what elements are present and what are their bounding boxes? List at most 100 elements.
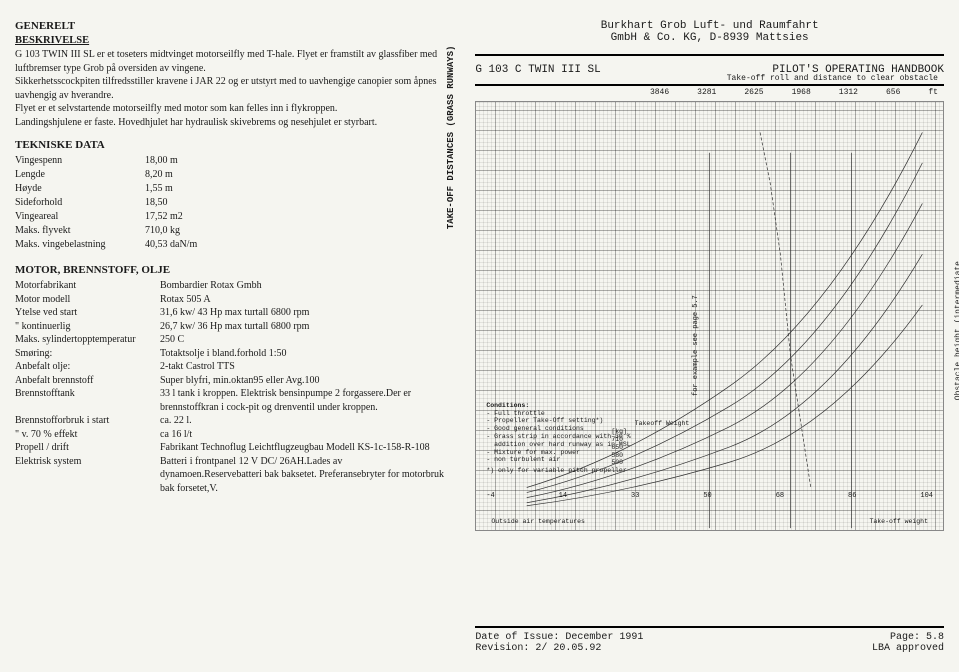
model-name: G 103 C TWIN III SL: [475, 64, 600, 76]
data-value: 8,20 m: [145, 168, 445, 182]
data-label: Lengde: [15, 168, 145, 182]
chart-right-label: Obstacle height (intermediate heights no…: [954, 261, 959, 400]
motor-row: Maks. sylindertopptemperatur250 C: [15, 333, 445, 347]
data-value: 1,55 m: [145, 182, 445, 196]
motor-row: Elektrisk systemBatteri i frontpanel 12 …: [15, 455, 445, 496]
issue-date: Date of Issue: December 1991: [475, 632, 643, 643]
motor-label: Elektrisk system: [15, 455, 160, 496]
divider-footer: [475, 626, 944, 628]
chart-bottom-axis: -41433506886104: [486, 492, 933, 500]
motor-label: " v. 70 % effekt: [15, 428, 160, 442]
motor-value: ca 16 l/t: [160, 428, 445, 442]
motor-label: Brennstofforbruk i start: [15, 414, 160, 428]
generelt-title: GENERELT: [15, 20, 445, 32]
chart-top-label: 1312: [839, 88, 858, 97]
bottom-axis-label: Outside air temperatures: [491, 518, 585, 525]
divider-top: [475, 54, 944, 56]
chart-weight-col: Takeoff Weight [kg] 710 650 580 500: [611, 413, 689, 475]
motor-label: Motor modell: [15, 293, 160, 307]
divider-mid: [475, 84, 944, 86]
chart-top-labels: 3846 3281 2625 1968 1312 656 ft: [650, 88, 938, 97]
bottom-scale-val: 14: [559, 492, 567, 500]
tekniske-row: Vingeareal17,52 m2: [15, 210, 445, 224]
motor-label: Motorfabrikant: [15, 279, 160, 293]
motor-row: " v. 70 % effektca 16 l/t: [15, 428, 445, 442]
conditions-title: Conditions:: [486, 402, 630, 410]
motor-label: Brennstofftank: [15, 387, 160, 414]
bottom-scale-val: 50: [703, 492, 711, 500]
bottom-scale-val: -4: [486, 492, 494, 500]
takeoff-chart: Take-off roll and distance to clear obst…: [475, 101, 944, 531]
motor-row: Brennstofftank33 l tank i kroppen. Elekt…: [15, 387, 445, 414]
motor-value: Totaktsolje i bland.forhold 1:50: [160, 347, 445, 361]
data-label: Maks. vingebelastning: [15, 238, 145, 252]
chart-top-label: ft: [928, 88, 938, 97]
data-value: 18,50: [145, 196, 445, 210]
motor-row: Anbefalt brennstoffSuper blyfri, min.okt…: [15, 374, 445, 388]
data-value: 17,52 m2: [145, 210, 445, 224]
motor-row: Brennstofforbruk i startca. 22 l.: [15, 414, 445, 428]
motor-row: " kontinuerlig26,7 kw/ 36 Hp max turtall…: [15, 320, 445, 334]
tekniske-row: Maks. flyvekt710,0 kg: [15, 224, 445, 238]
motor-title: MOTOR, BRENNSTOFF, OLJE: [15, 264, 445, 276]
takeoff-label: Take-off weight: [869, 518, 928, 525]
tekniske-row: Vingespenn18,00 m: [15, 154, 445, 168]
motor-row: MotorfabrikantBombardier Rotax Gmbh: [15, 279, 445, 293]
motor-value: 250 C: [160, 333, 445, 347]
tekniske-section: TEKNISKE DATA Vingespenn18,00 mLengde8,2…: [15, 139, 445, 252]
approved: LBA approved: [872, 643, 944, 654]
motor-value: Super blyfri, min.oktan95 eller Avg.100: [160, 374, 445, 388]
chart-top-label: 3281: [697, 88, 716, 97]
motor-value: Bombardier Rotax Gmbh: [160, 279, 445, 293]
revision: Revision: 2/ 20.05.92: [475, 643, 601, 654]
right-page: Burkhart Grob Luft- und Raumfahrt GmbH &…: [460, 0, 959, 672]
motor-row: Anbefalt olje:2-takt Castrol TTS: [15, 360, 445, 374]
chart-top-label: 1968: [792, 88, 811, 97]
header-right: Burkhart Grob Luft- und Raumfahrt GmbH &…: [475, 20, 944, 44]
data-label: Høyde: [15, 182, 145, 196]
tekniske-row: Høyde1,55 m: [15, 182, 445, 196]
motor-section: MOTOR, BRENNSTOFF, OLJE MotorfabrikantBo…: [15, 264, 445, 495]
chart-top-caption: Take-off roll and distance to clear obst…: [727, 74, 938, 83]
motor-label: Anbefalt brennstoff: [15, 374, 160, 388]
header-line2: GmbH & Co. KG, D-8939 Mattsies: [475, 32, 944, 44]
chart-conditions: Conditions: - Full throttle - Propeller …: [486, 402, 630, 475]
data-value: 40,53 daN/m: [145, 238, 445, 252]
data-label: Maks. flyvekt: [15, 224, 145, 238]
chart-left-title: TAKE-OFF DISTANCES (GRASS RUNWAYS): [446, 46, 456, 230]
bottom-scale-val: 104: [920, 492, 933, 500]
bottom-scale-val: 68: [776, 492, 784, 500]
bottom-scale-val: 86: [848, 492, 856, 500]
motor-row: Smøring:Totaktsolje i bland.forhold 1:50: [15, 347, 445, 361]
chart-top-label: 3846: [650, 88, 669, 97]
motor-value: 33 l tank i kroppen. Elektrisk bensinpum…: [160, 387, 445, 414]
motor-value: 31,6 kw/ 43 Hp max turtall 6800 rpm: [160, 306, 445, 320]
motor-value: Fabrikant Technoflug Leichtflugzeugbau M…: [160, 441, 445, 455]
chart-bottom-label: Outside air temperatures Take-off weight: [491, 518, 928, 525]
beskrivelse-title: BESKRIVELSE: [15, 35, 445, 46]
motor-label: Maks. sylindertopptemperatur: [15, 333, 160, 347]
chart-top-label: 656: [886, 88, 900, 97]
data-label: Vingespenn: [15, 154, 145, 168]
motor-value: Batteri i frontpanel 12 V DC/ 26AH.Lades…: [160, 455, 445, 496]
tekniske-row: Lengde8,20 m: [15, 168, 445, 182]
motor-label: Ytelse ved start: [15, 306, 160, 320]
weight-col-text: Takeoff Weight [kg] 710 650 580 500: [611, 420, 689, 466]
tekniske-row: Sideforhold18,50: [15, 196, 445, 210]
motor-value: 2-takt Castrol TTS: [160, 360, 445, 374]
tekniske-row: Maks. vingebelastning40,53 daN/m: [15, 238, 445, 252]
motor-row: Ytelse ved start31,6 kw/ 43 Hp max turta…: [15, 306, 445, 320]
data-value: 710,0 kg: [145, 224, 445, 238]
header-line1: Burkhart Grob Luft- und Raumfahrt: [475, 20, 944, 32]
motor-label: " kontinuerlig: [15, 320, 160, 334]
footer: Date of Issue: December 1991 Page: 5.8 R…: [475, 622, 944, 654]
beskrivelse-text: G 103 TWIN III SL er et toseters midtvin…: [15, 48, 445, 129]
chart-top-label: 2625: [744, 88, 763, 97]
motor-value: Rotax 505 A: [160, 293, 445, 307]
motor-label: Anbefalt olje:: [15, 360, 160, 374]
conditions-text: - Full throttle - Propeller Take-Off set…: [486, 410, 630, 465]
motor-label: Propell / drift: [15, 441, 160, 455]
motor-value: ca. 22 l.: [160, 414, 445, 428]
motor-value: 26,7 kw/ 36 Hp max turtall 6800 rpm: [160, 320, 445, 334]
chart-footnote: *) only for variable pitch propeller: [486, 467, 630, 475]
